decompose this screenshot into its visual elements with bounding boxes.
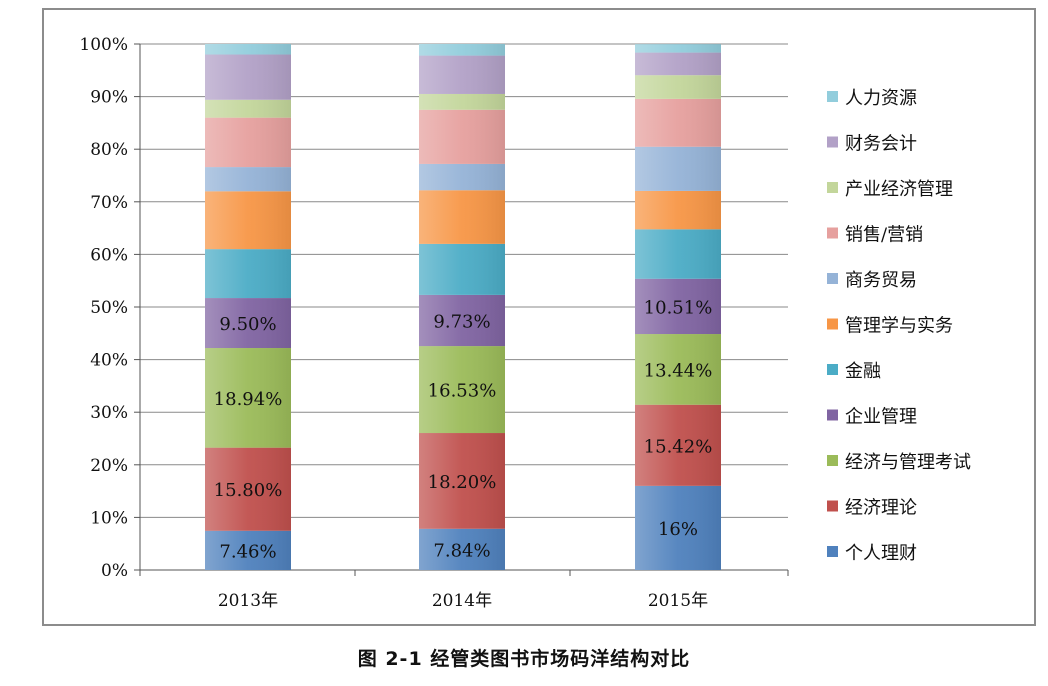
bar-segment-shade [419, 346, 505, 434]
legend-swatch [827, 546, 838, 557]
data-label: 9.73% [433, 311, 490, 332]
data-label: 15.80% [214, 480, 283, 501]
bar-segment-shade [635, 75, 721, 99]
bar-segment-shade [419, 93, 505, 110]
y-tick-label: 100% [79, 35, 128, 55]
bar-segment-shade [635, 278, 721, 335]
legend-swatch [827, 364, 838, 375]
data-label: 18.20% [428, 472, 497, 493]
legend-label: 管理学与实务 [845, 316, 953, 337]
bar-segment-shade [205, 167, 291, 192]
bar-segment-shade [635, 334, 721, 405]
bar-segment-shade [205, 191, 291, 250]
y-tick-label: 40% [90, 351, 128, 371]
bar-segment-shade [635, 52, 721, 76]
x-tick-label: 2015年 [648, 591, 708, 611]
legend-label: 财务会计 [845, 134, 917, 155]
data-labels: 7.46% 15.80% 18.94% 9.50% 7.84% 18.20% 16.53% 9… [214, 297, 713, 562]
data-label: 16.53% [428, 381, 497, 402]
y-tick-label: 60% [90, 245, 128, 265]
x-tick-label: 2014年 [432, 591, 492, 611]
figure-caption: 图 2-1 经管类图书市场码洋结构对比 [357, 648, 691, 670]
legend-swatch [827, 227, 838, 239]
bar-segment-shade [419, 433, 505, 529]
legend-label: 个人理财 [845, 543, 917, 564]
data-label: 16% [658, 519, 698, 540]
bar-segment-shade [205, 298, 291, 349]
stacked-bar-chart: 0% 10% 20% 30% 40% 50% 60% 70% 80% 90% 100% 2013年 20… [79, 35, 971, 611]
y-tick-label: 50% [90, 298, 128, 318]
legend-swatch [827, 500, 838, 512]
legend: 人力资源财务会计产业经济管理销售/营销商务贸易管理学与实务金融企业管理经济与管理… [827, 88, 971, 564]
bar-segment-shade [419, 528, 505, 570]
y-tick-label: 30% [90, 403, 128, 423]
legend-swatch [827, 318, 838, 330]
y-tick-label: 80% [90, 140, 128, 160]
bar-segment-shade [635, 404, 721, 486]
data-label: 10.51% [644, 297, 713, 318]
bar-segment-shade [419, 190, 505, 244]
legend-label: 经济与管理考试 [845, 452, 971, 473]
bar-segment-shade [419, 243, 505, 295]
bar-segment-shade [205, 249, 291, 299]
bar-segment-shade [419, 109, 505, 164]
legend-swatch [827, 455, 838, 466]
legend-label: 企业管理 [845, 407, 917, 428]
y-tick-label: 0% [101, 561, 128, 581]
legend-swatch [827, 182, 838, 193]
bar-segment-shade [205, 99, 291, 118]
bars [205, 44, 721, 570]
bar-segment-shade [205, 447, 291, 531]
y-tick-label: 90% [90, 88, 128, 108]
legend-label: 产业经济管理 [845, 179, 953, 200]
data-label: 13.44% [644, 360, 713, 381]
legend-swatch [827, 273, 838, 284]
y-tick-label: 70% [90, 193, 128, 213]
legend-label: 商务贸易 [845, 270, 917, 291]
x-tick-label: 2013年 [218, 591, 278, 611]
bar-segment-shade [205, 348, 291, 448]
legend-swatch [827, 91, 838, 102]
data-label: 18.94% [214, 389, 283, 410]
bar-segment-shade [635, 98, 721, 147]
bar-segment-shade [419, 44, 505, 56]
bar-segment-shade [205, 54, 291, 100]
bar-segment-shade [419, 55, 505, 94]
legend-swatch [827, 136, 838, 148]
data-label: 7.46% [219, 541, 276, 562]
legend-label: 金融 [845, 361, 881, 382]
bar-segment-shade [635, 44, 721, 53]
bar-segment-shade [635, 146, 721, 191]
bar-segment-shade [205, 530, 291, 570]
bar-segment-shade [205, 117, 291, 168]
legend-label: 销售/营销 [845, 225, 923, 246]
y-tick-label: 10% [90, 508, 128, 528]
bar-segment-shade [419, 163, 505, 191]
legend-label: 人力资源 [845, 88, 917, 109]
data-label: 9.50% [219, 314, 276, 335]
y-tick-label: 20% [90, 456, 128, 476]
data-label: 7.84% [433, 540, 490, 561]
data-label: 15.42% [644, 436, 713, 457]
bar-segment-shade [205, 44, 291, 55]
bar-segment-shade [419, 294, 505, 347]
bar-segment-shade [635, 190, 721, 230]
legend-label: 经济理论 [845, 498, 917, 519]
bar-segment-shade [635, 485, 721, 570]
bar-segment-shade [635, 229, 721, 279]
legend-swatch [827, 409, 838, 421]
